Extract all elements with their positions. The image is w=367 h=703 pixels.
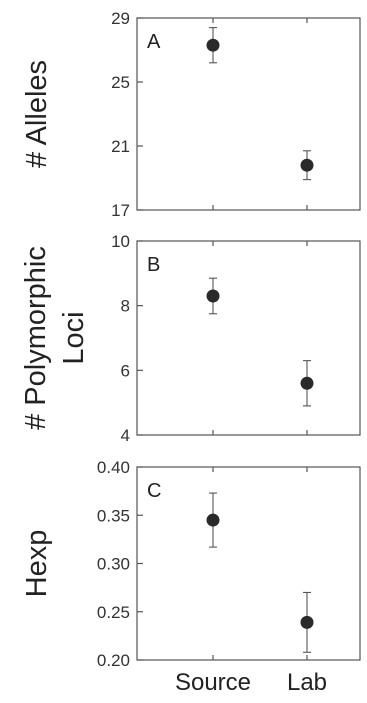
y-tick-label: 25 <box>111 73 130 92</box>
y-tick-label: 4 <box>121 426 130 445</box>
y-tick-label: 17 <box>111 201 130 220</box>
plot-frame <box>136 240 361 436</box>
chart-panel-c: 0.20 0.25 0.30 0.35 0.40 C Hexp <box>21 458 361 670</box>
y-axis-title: # Polymorphic <box>20 246 52 430</box>
data-point-source <box>206 38 220 52</box>
data-point-lab <box>300 376 314 390</box>
data-point-source <box>206 513 220 527</box>
chart-panel-b: 4 6 8 10 B # Polymorphic Loci <box>20 232 361 445</box>
y-axis-title: # Alleles <box>21 60 53 168</box>
y-tick-label: 21 <box>111 137 130 156</box>
y-tick-label: 0.40 <box>97 458 130 477</box>
panel-label: B <box>147 254 160 276</box>
x-category-label-lab: Lab <box>287 669 327 696</box>
y-tick-label: 6 <box>121 361 130 380</box>
data-point-lab <box>300 158 314 172</box>
y-tick-label: 29 <box>111 9 130 28</box>
x-category-label-source: Source <box>175 669 251 696</box>
y-tick-label: 0.20 <box>97 651 130 670</box>
y-tick-label: 8 <box>121 297 130 316</box>
data-point-lab <box>300 615 314 629</box>
chart-panels: 17 21 25 29 A # Alleles 4 6 8 10 B # Polymorphic Loc… <box>20 9 361 670</box>
panel-label: C <box>147 480 161 502</box>
y-axis-title: Hexp <box>21 530 53 598</box>
data-point-source <box>206 289 220 303</box>
chart-panel-a: 17 21 25 29 A # Alleles <box>21 9 361 220</box>
y-tick-label: 0.35 <box>97 506 130 525</box>
plot-frame <box>136 466 361 661</box>
y-tick-label: 0.25 <box>97 603 130 622</box>
y-tick-label: 10 <box>111 232 130 251</box>
panel-label: A <box>147 31 161 53</box>
plot-frame <box>136 17 361 211</box>
y-axis-title: Loci <box>58 311 90 364</box>
y-tick-label: 0.30 <box>97 555 130 574</box>
